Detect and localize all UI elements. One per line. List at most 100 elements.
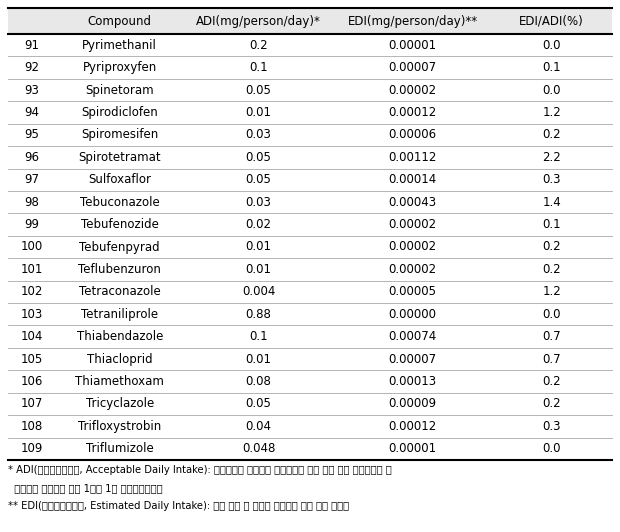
Text: Pyriproxyfen: Pyriproxyfen: [82, 61, 157, 74]
Text: 0.00007: 0.00007: [389, 353, 436, 365]
Text: Tebufenpyrad: Tebufenpyrad: [79, 240, 160, 254]
Text: 1.2: 1.2: [542, 106, 561, 119]
Text: 99: 99: [25, 218, 40, 231]
Text: 109: 109: [21, 442, 43, 455]
Text: 0.00001: 0.00001: [389, 442, 436, 455]
Text: 0.3: 0.3: [542, 173, 561, 186]
Bar: [8, 8, 612, 34]
Text: 0.03: 0.03: [246, 196, 272, 209]
Text: 0.1: 0.1: [542, 61, 561, 74]
Text: 0.00005: 0.00005: [389, 285, 436, 298]
Text: 0.00001: 0.00001: [389, 39, 436, 52]
Text: Tetraconazole: Tetraconazole: [79, 285, 161, 298]
Text: 0.1: 0.1: [542, 218, 561, 231]
Text: 0.05: 0.05: [246, 84, 272, 96]
Bar: [8, 393, 612, 415]
Text: 0.1: 0.1: [249, 330, 268, 343]
Text: 105: 105: [21, 353, 43, 365]
Text: 0.04: 0.04: [246, 420, 272, 433]
Text: ** EDI(일일추정섹취량, Estimated Daily Intake): 실제 분석 후 얻어진 결과값에 대한 농약 섹취량: ** EDI(일일추정섹취량, Estimated Daily Intake):…: [8, 501, 349, 511]
Text: * ADI(일일섹취허용량, Acceptable Daily Intake): 의도적으로 사용하는 화학물질에 대해 일생 동안 섹취하여도 유: * ADI(일일섹취허용량, Acceptable Daily Intake):…: [8, 465, 392, 475]
Bar: [8, 258, 612, 281]
Text: 107: 107: [21, 397, 43, 411]
Text: 0.00014: 0.00014: [389, 173, 437, 186]
Text: Sulfoxaflor: Sulfoxaflor: [88, 173, 151, 186]
Text: 0.00074: 0.00074: [389, 330, 437, 343]
Text: 0.03: 0.03: [246, 128, 272, 142]
Bar: [8, 281, 612, 303]
Text: 0.00000: 0.00000: [389, 308, 436, 321]
Text: Thiacloprid: Thiacloprid: [87, 353, 153, 365]
Text: Compound: Compound: [88, 14, 152, 28]
Text: 0.05: 0.05: [246, 173, 272, 186]
Text: Tricyclazole: Tricyclazole: [86, 397, 154, 411]
Text: 2.2: 2.2: [542, 151, 561, 164]
Bar: [8, 415, 612, 438]
Text: 92: 92: [25, 61, 40, 74]
Text: 1.2: 1.2: [542, 285, 561, 298]
Text: 0.2: 0.2: [542, 128, 561, 142]
Text: 0.2: 0.2: [542, 375, 561, 388]
Bar: [8, 123, 612, 146]
Text: Tetraniliprole: Tetraniliprole: [81, 308, 158, 321]
Bar: [8, 56, 612, 79]
Text: 0.2: 0.2: [542, 397, 561, 411]
Text: 94: 94: [25, 106, 40, 119]
Text: Trifloxystrobin: Trifloxystrobin: [78, 420, 161, 433]
Text: 0.01: 0.01: [246, 263, 272, 276]
Text: 0.00002: 0.00002: [389, 240, 436, 254]
Text: 0.0: 0.0: [542, 84, 561, 96]
Text: 0.2: 0.2: [542, 263, 561, 276]
Text: 91: 91: [25, 39, 40, 52]
Text: 0.0: 0.0: [542, 442, 561, 455]
Text: 0.048: 0.048: [242, 442, 275, 455]
Text: 0.00002: 0.00002: [389, 84, 436, 96]
Text: 101: 101: [21, 263, 43, 276]
Text: 0.02: 0.02: [246, 218, 272, 231]
Bar: [8, 191, 612, 213]
Bar: [8, 438, 612, 460]
Text: 96: 96: [25, 151, 40, 164]
Text: 93: 93: [25, 84, 40, 96]
Text: 0.00012: 0.00012: [389, 106, 437, 119]
Text: Spiromesifen: Spiromesifen: [81, 128, 158, 142]
Bar: [8, 79, 612, 101]
Text: 0.00013: 0.00013: [389, 375, 436, 388]
Text: 106: 106: [21, 375, 43, 388]
Bar: [8, 101, 612, 123]
Text: Teflubenzuron: Teflubenzuron: [78, 263, 161, 276]
Text: 0.0: 0.0: [542, 308, 561, 321]
Text: 0.0: 0.0: [542, 39, 561, 52]
Text: 0.004: 0.004: [242, 285, 275, 298]
Text: 0.05: 0.05: [246, 397, 272, 411]
Text: 0.01: 0.01: [246, 353, 272, 365]
Bar: [8, 348, 612, 370]
Text: 0.00002: 0.00002: [389, 218, 436, 231]
Text: 0.00012: 0.00012: [389, 420, 437, 433]
Text: 0.01: 0.01: [246, 240, 272, 254]
Text: Spinetoram: Spinetoram: [86, 84, 154, 96]
Text: 97: 97: [25, 173, 40, 186]
Text: 0.1: 0.1: [249, 61, 268, 74]
Bar: [8, 169, 612, 191]
Text: 0.00043: 0.00043: [389, 196, 436, 209]
Bar: [8, 34, 612, 56]
Text: 0.88: 0.88: [246, 308, 272, 321]
Bar: [8, 303, 612, 326]
Bar: [8, 236, 612, 258]
Text: 0.2: 0.2: [249, 39, 268, 52]
Text: 0.7: 0.7: [542, 330, 561, 343]
Text: Tebufenozide: Tebufenozide: [81, 218, 159, 231]
Text: Tebuconazole: Tebuconazole: [80, 196, 159, 209]
Text: Thiabendazole: Thiabendazole: [76, 330, 163, 343]
Bar: [8, 146, 612, 169]
Text: Triflumizole: Triflumizole: [86, 442, 154, 455]
Text: Pyrimethanil: Pyrimethanil: [82, 39, 157, 52]
Text: EDI/ADI(%): EDI/ADI(%): [519, 14, 584, 28]
Text: 0.08: 0.08: [246, 375, 272, 388]
Text: 0.00007: 0.00007: [389, 61, 436, 74]
Bar: [8, 326, 612, 348]
Text: 0.00006: 0.00006: [389, 128, 436, 142]
Text: ADI(mg/person/day)*: ADI(mg/person/day)*: [196, 14, 321, 28]
Text: 0.3: 0.3: [542, 420, 561, 433]
